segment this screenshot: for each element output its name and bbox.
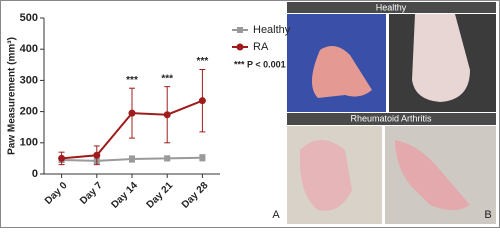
legend-marker xyxy=(236,43,244,51)
y-tick-label: 200 xyxy=(20,106,38,118)
photo-title: Rheumatoid Arthritis xyxy=(350,113,432,123)
significance-mark: *** xyxy=(161,73,173,84)
photo-title: Healthy xyxy=(376,2,407,12)
paw xyxy=(311,46,372,98)
panel-label: B xyxy=(484,209,491,221)
y-axis-title: Paw Measurement (mm³) xyxy=(7,37,18,155)
significance-note: *** P < 0.001 xyxy=(234,59,286,69)
marker xyxy=(198,97,206,105)
figure: Healthy Healthy Rheumatoid Arthritis B A… xyxy=(0,0,500,228)
marker xyxy=(199,154,206,161)
y-tick-label: 0 xyxy=(32,168,38,180)
legend-label: RA xyxy=(253,41,269,53)
title-band xyxy=(287,2,496,13)
marker xyxy=(93,151,101,159)
paw xyxy=(299,140,352,211)
marker xyxy=(164,155,171,162)
significance-mark: *** xyxy=(126,75,138,86)
panel-label: A xyxy=(272,209,280,221)
significance-mark: *** xyxy=(197,56,209,67)
y-tick-label: 100 xyxy=(20,137,38,149)
marker xyxy=(163,111,171,119)
marker xyxy=(129,156,135,163)
title-band xyxy=(287,113,496,125)
marker xyxy=(128,109,136,117)
legend-marker xyxy=(237,27,243,33)
legend-label: Healthy xyxy=(253,24,291,36)
marker xyxy=(58,154,66,162)
paw xyxy=(412,14,470,102)
y-tick-label: 300 xyxy=(20,74,38,86)
y-tick-label: 400 xyxy=(20,43,38,55)
series xyxy=(58,68,206,166)
photo-panel: Healthy Healthy Rheumatoid Arthritis B xyxy=(286,2,497,225)
y-tick-label: 500 xyxy=(20,12,38,24)
paw xyxy=(395,140,470,210)
